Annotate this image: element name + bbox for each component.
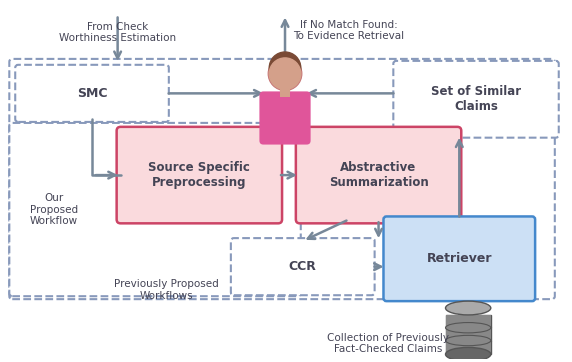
Bar [280,88,290,97]
FancyBboxPatch shape [260,91,311,144]
FancyBboxPatch shape [9,123,301,296]
FancyBboxPatch shape [231,238,375,295]
Text: Set of Similar
Claims: Set of Similar Claims [431,85,521,113]
Circle shape [269,58,301,89]
FancyBboxPatch shape [394,61,559,138]
Bar [446,315,491,354]
Text: Collection of Previously
Fact-Checked Claims: Collection of Previously Fact-Checked Cl… [327,333,450,354]
Text: Our
Proposed
Workflow: Our Proposed Workflow [30,193,78,226]
FancyBboxPatch shape [117,127,282,223]
Text: Abstractive
Summarization: Abstractive Summarization [329,161,428,189]
Circle shape [269,52,301,84]
Text: Source Specific
Preprocessing: Source Specific Preprocessing [148,161,251,189]
Ellipse shape [446,301,491,315]
Text: Previously Proposed
Workflows: Previously Proposed Workflows [114,279,219,301]
Ellipse shape [446,335,491,346]
Text: CCR: CCR [289,260,317,273]
FancyBboxPatch shape [383,216,535,301]
Bar [446,315,491,354]
FancyBboxPatch shape [15,65,169,122]
Text: If No Match Found:
To Evidence Retrieval: If No Match Found: To Evidence Retrieval [293,20,404,41]
Circle shape [268,57,302,90]
Ellipse shape [446,323,491,333]
Text: Retriever: Retriever [427,252,492,265]
FancyBboxPatch shape [296,127,461,223]
Text: From Check
Worthiness Estimation: From Check Worthiness Estimation [59,21,176,43]
FancyBboxPatch shape [9,59,555,299]
Ellipse shape [446,348,491,361]
Text: SMC: SMC [77,87,108,100]
